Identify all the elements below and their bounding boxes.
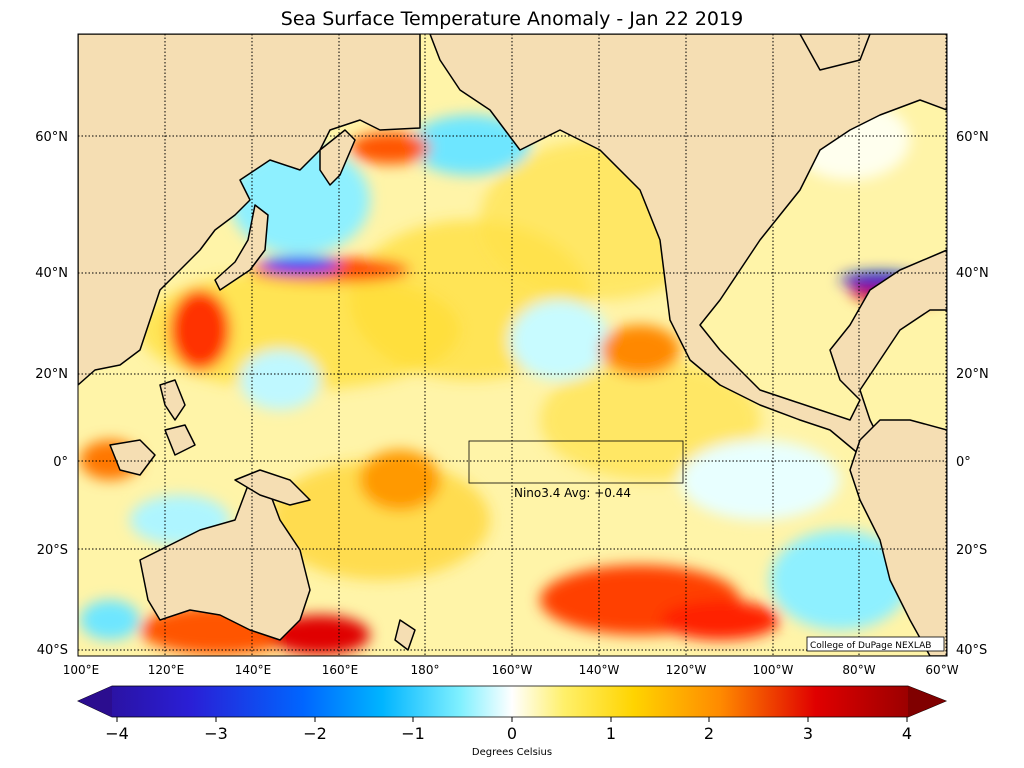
lat-label-right-20n: 20°N (956, 367, 989, 382)
colorbar-min-arrow (78, 686, 112, 717)
colorbar-tick-label: 0 (507, 724, 517, 743)
lon-label-100w: 100°W (753, 663, 794, 677)
lat-label-left-20n: 20°N (35, 367, 68, 382)
lon-label-160e: 160°E (322, 663, 359, 677)
lat-label-right-40n: 40°N (956, 266, 989, 281)
colorbar-tick-label: −4 (105, 724, 129, 743)
colorbar-tick-label: 1 (606, 724, 616, 743)
lon-label-80w: 80°W (842, 663, 875, 677)
lat-label-right-40s: 40°S (956, 643, 987, 658)
colorbar-tick-label: −3 (204, 724, 228, 743)
map-frame (77, 33, 948, 657)
anomaly-field (78, 34, 947, 656)
credit-label: College of DuPage NEXLAB (810, 641, 931, 651)
colorbar-tick-label: −2 (303, 724, 327, 743)
lat-label-left-eq: 0° (53, 455, 68, 470)
lon-label-160w: 160°W (492, 663, 533, 677)
lon-label-140e: 140°E (235, 663, 272, 677)
lat-label-left-20s: 20°S (37, 543, 68, 558)
lon-label-120e: 120°E (148, 663, 185, 677)
colorbar-tick-label: 3 (803, 724, 813, 743)
colorbar-tick-label: −1 (401, 724, 425, 743)
colorbar-tick-label: 2 (704, 724, 714, 743)
lat-label-right-60n: 60°N (956, 130, 989, 145)
map-title: Sea Surface Temperature Anomaly - Jan 22… (280, 8, 744, 30)
lat-label-left-60n: 60°N (35, 130, 68, 145)
lon-label-60w: 60°W (925, 663, 958, 677)
lon-label-100e: 100°E (63, 663, 100, 677)
colorbar: −4 −3 −2 −1 0 1 2 3 4 Degrees Celsius (77, 685, 948, 758)
nino34-label: Nino3.4 Avg: +0.44 (514, 486, 631, 500)
colorbar-max-arrow (908, 686, 946, 717)
colorbar-scale (77, 685, 948, 718)
lon-label-180: 180° (411, 663, 440, 677)
lat-label-right-20s: 20°S (956, 543, 987, 558)
colorbar-tick-label: 4 (902, 724, 912, 743)
nino34-box (468, 440, 684, 484)
lat-label-left-40n: 40°N (35, 266, 68, 281)
lon-label-140w: 140°W (579, 663, 620, 677)
graticule (78, 34, 947, 656)
colorbar-unit-label: Degrees Celsius (472, 747, 552, 758)
credit-box (806, 636, 945, 652)
landmass (78, 34, 947, 656)
lon-label-120w: 120°W (666, 663, 707, 677)
lat-label-right-eq: 0° (956, 455, 971, 470)
lat-label-left-40s: 40°S (37, 643, 68, 658)
